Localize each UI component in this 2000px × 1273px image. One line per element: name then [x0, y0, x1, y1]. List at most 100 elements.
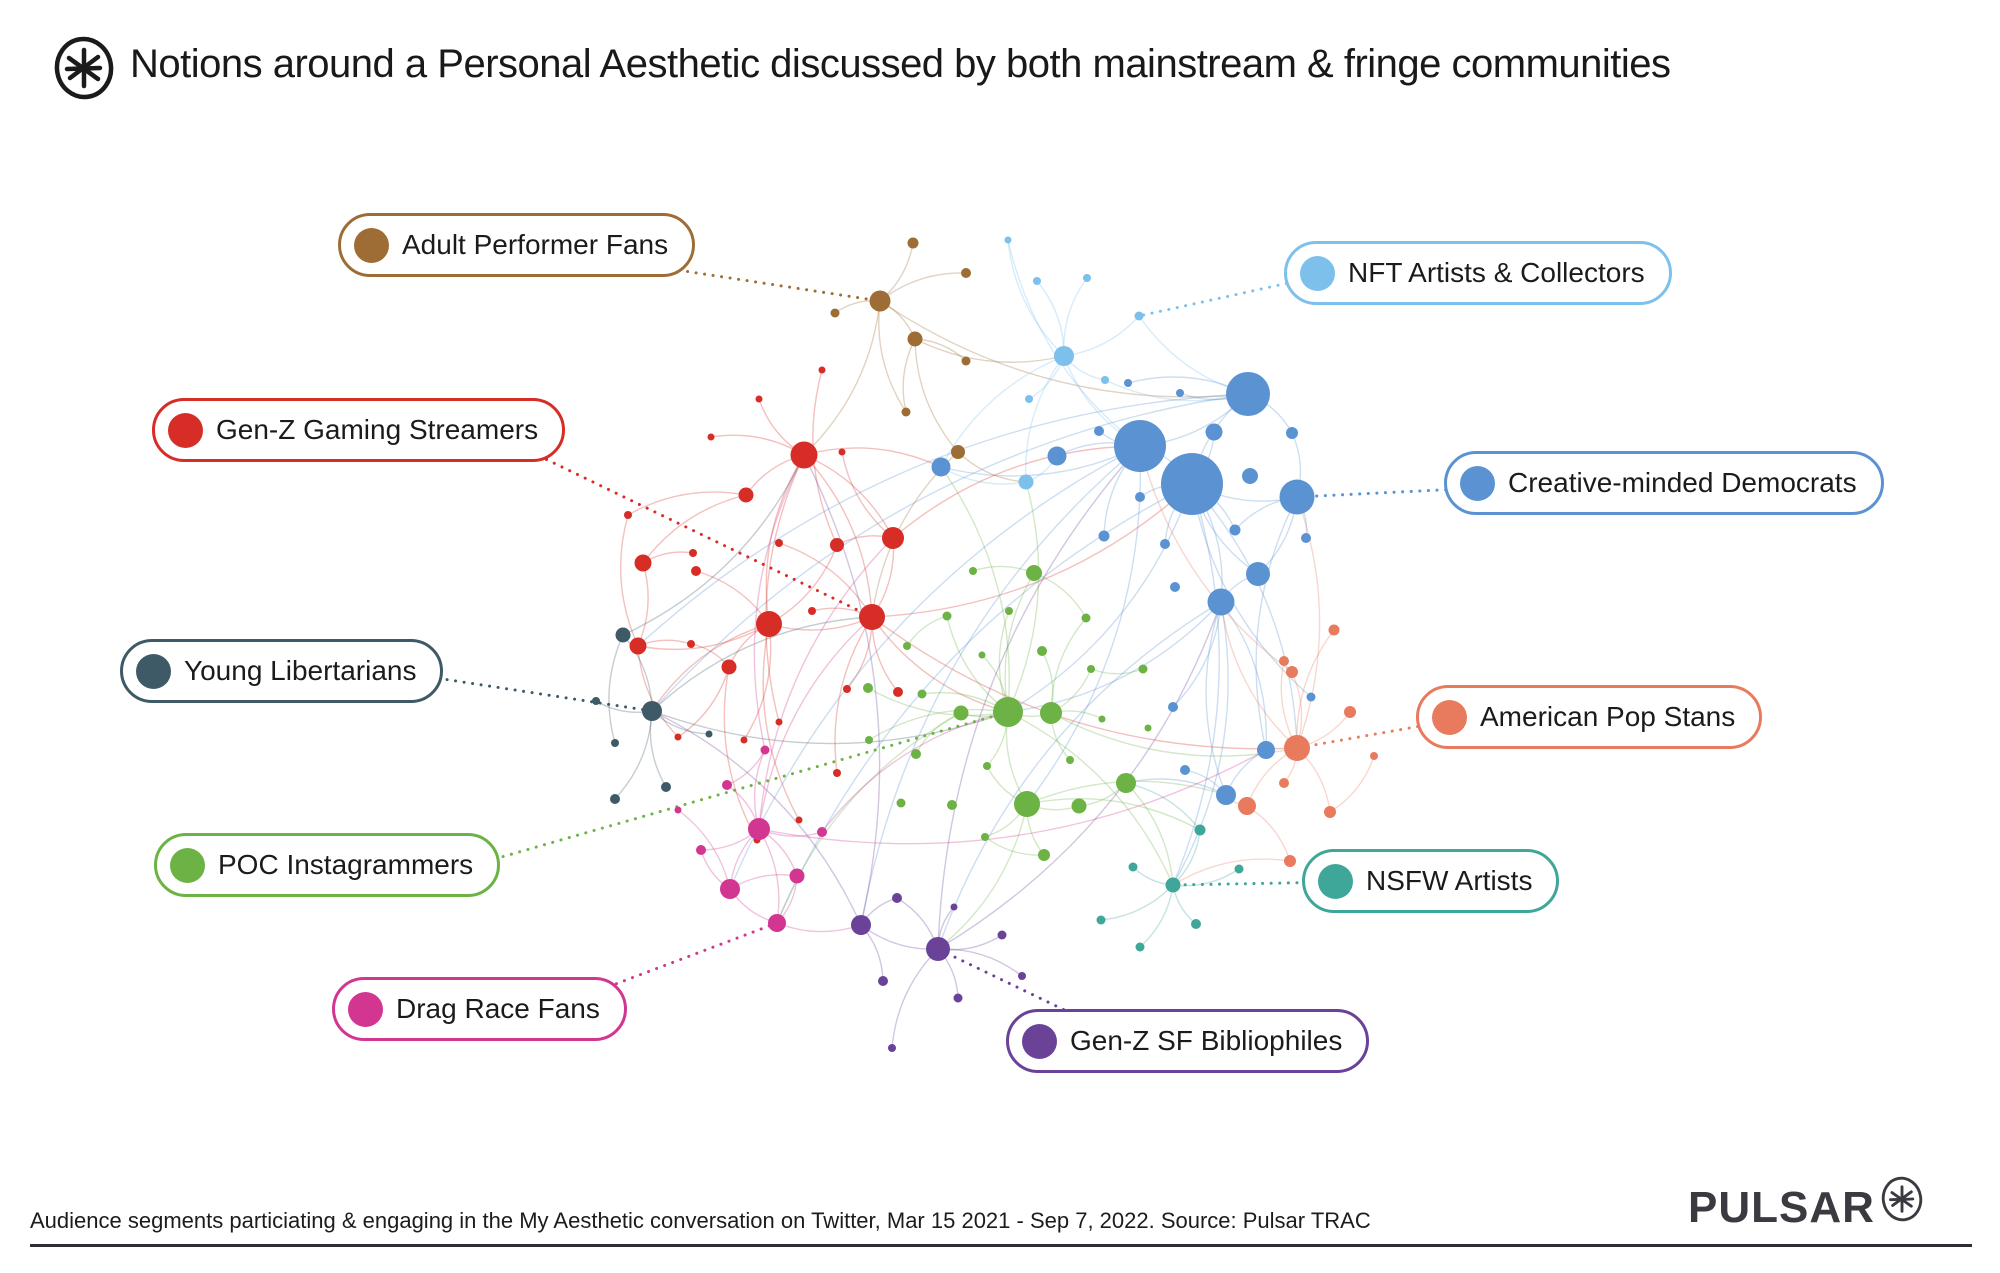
network-edge — [803, 454, 894, 539]
network-edge — [651, 710, 1009, 745]
network-node-creative_minded_democrats — [1257, 741, 1275, 759]
network-node-genz_gaming_streamers — [687, 640, 695, 648]
network-edge — [1296, 496, 1321, 749]
network-edge — [1139, 884, 1174, 948]
community-label-text: Gen-Z Gaming Streamers — [216, 414, 539, 445]
network-edge — [1172, 483, 1220, 886]
community-label-genz_gaming_streamers: Gen-Z Gaming Streamers — [152, 398, 566, 462]
network-node-creative_minded_democrats — [1205, 423, 1223, 441]
network-node-genz_gaming_streamers — [740, 736, 748, 744]
network-edge — [762, 623, 800, 821]
pulsar-logo: PULSAR — [1688, 1176, 1925, 1230]
network-node-american_pop_stans — [1370, 752, 1378, 760]
network-node-creative_minded_democrats — [1047, 446, 1067, 466]
network-edge — [1063, 315, 1140, 357]
network-node-genz_gaming_streamers — [624, 511, 632, 519]
network-node-adult_performer_fans — [951, 445, 965, 459]
poc_instagrammers-legend-dot-icon — [170, 847, 205, 883]
network-node-nsfw_artists — [1128, 862, 1138, 872]
network-node-nsfw_artists — [1191, 919, 1201, 929]
network-edge — [1050, 617, 1087, 714]
network-node-creative_minded_democrats — [1242, 468, 1258, 484]
network-edge — [1255, 496, 1298, 751]
network-node-young_libertarians — [642, 701, 662, 721]
edges-layer — [595, 239, 1375, 1049]
network-node-american_pop_stans — [1238, 797, 1256, 815]
network-edge — [1007, 481, 1040, 713]
network-edge — [1007, 239, 1065, 357]
network-node-poc_instagrammers — [1066, 756, 1074, 764]
network-node-american_pop_stans — [1328, 624, 1340, 636]
network-edge — [914, 338, 959, 453]
network-node-drag_race_fans — [748, 818, 770, 840]
drag_race_fans-legend-dot-icon — [348, 991, 383, 1027]
network-node-poc_instagrammers — [1071, 798, 1087, 814]
community-label-creative_minded_democrats: Creative-minded Democrats — [1444, 451, 1884, 515]
network-node-poc_instagrammers — [917, 689, 927, 699]
network-edge — [651, 623, 770, 712]
network-edge — [937, 601, 1222, 950]
network-edge — [1004, 572, 1035, 713]
network-node-genz_gaming_streamers — [818, 366, 826, 374]
network-edge — [1296, 629, 1335, 749]
callout-line-genz_sf_bibliophiles — [936, 947, 1112, 1034]
network-node-drag_race_fans — [696, 845, 706, 855]
network-node-creative_minded_democrats — [1168, 702, 1178, 712]
network-edge — [821, 711, 1009, 833]
network-edge — [1139, 445, 1293, 673]
network-edge — [1100, 884, 1174, 921]
network-node-adult_performer_fans — [961, 356, 971, 366]
callout-line-genz_gaming_streamers — [498, 435, 874, 619]
network-edge — [937, 948, 1023, 977]
network-node-poc_instagrammers — [942, 611, 952, 621]
network-node-adult_performer_fans — [907, 331, 923, 347]
network-node-poc_instagrammers — [1038, 849, 1050, 861]
asterisk-in-circle-icon — [1881, 1176, 1923, 1222]
network-node-adult_performer_fans — [901, 407, 911, 417]
adult_performer_fans-legend-dot-icon — [354, 227, 389, 263]
network-node-genz_gaming_streamers — [691, 566, 701, 576]
network-edge — [619, 514, 639, 647]
network-edge — [765, 454, 805, 625]
network-edge — [1172, 858, 1291, 886]
network-edge — [867, 687, 1009, 717]
network-node-nsfw_artists — [1165, 877, 1181, 893]
community-label-genz_sf_bibliophiles: Gen-Z SF Bibliophiles — [1006, 1009, 1370, 1073]
network-node-american_pop_stans — [1284, 855, 1296, 867]
network-node-american_pop_stans — [1279, 778, 1289, 788]
network-node-creative_minded_democrats — [1094, 426, 1104, 436]
network-node-poc_instagrammers — [1087, 665, 1095, 673]
network-edge — [1329, 755, 1375, 813]
network-node-american_pop_stans — [1324, 806, 1336, 818]
network-node-genz_sf_bibliophiles — [851, 915, 871, 935]
network-node-creative_minded_democrats — [1286, 427, 1298, 439]
network-edge — [723, 666, 758, 841]
network-node-young_libertarians — [705, 730, 713, 738]
network-node-nsfw_artists — [1135, 942, 1145, 952]
network-edge — [878, 300, 907, 413]
footer-divider — [30, 1244, 1972, 1247]
network-node-creative_minded_democrats — [1176, 389, 1184, 397]
network-edge — [608, 634, 624, 744]
network-edge — [803, 300, 881, 456]
network-edge — [614, 710, 653, 800]
network-node-genz_gaming_streamers — [830, 538, 844, 552]
network-node-poc_instagrammers — [993, 697, 1023, 727]
network-node-creative_minded_democrats — [1301, 533, 1311, 543]
network-node-genz_gaming_streamers — [689, 549, 697, 557]
american_pop_stans-legend-dot-icon — [1432, 699, 1467, 735]
network-node-genz_gaming_streamers — [775, 539, 783, 547]
network-edge — [729, 445, 1141, 890]
community-label-young_libertarians: Young Libertarians — [120, 639, 444, 703]
network-node-genz_gaming_streamers — [882, 527, 904, 549]
network-edge — [776, 483, 1193, 924]
network-edge — [871, 616, 1009, 713]
network-node-drag_race_fans — [674, 806, 682, 814]
network-node-american_pop_stans — [1286, 666, 1298, 678]
network-node-poc_instagrammers — [896, 798, 906, 808]
network-edge — [649, 710, 667, 788]
network-node-genz_gaming_streamers — [674, 733, 682, 741]
community-label-adult_performer_fans: Adult Performer Fans — [338, 213, 696, 277]
network-edge — [1125, 782, 1174, 886]
network-edge — [1246, 805, 1291, 862]
